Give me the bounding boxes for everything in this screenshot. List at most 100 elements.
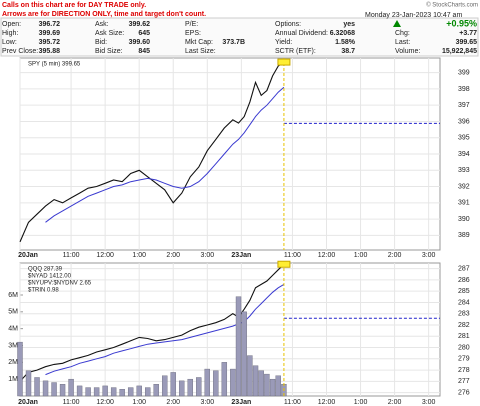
quote-value: 645 (138, 30, 150, 37)
quote-label: Prev Close: (2, 48, 38, 55)
date: Monday 23-Jan-2023 10:47 am (365, 12, 462, 19)
quote-label: Bid Size: (95, 48, 123, 55)
volume-bar (170, 372, 176, 397)
x-tick-label: 12:00 (96, 252, 114, 259)
quote-label: Bid: (95, 39, 107, 46)
y-tick-label: 280 (458, 344, 470, 351)
quote-label: Ask Size: (95, 30, 124, 37)
x-tick-label: 1:00 (132, 252, 146, 259)
quote-label: Ask: (95, 21, 109, 28)
y-tick-label: 397 (458, 102, 470, 109)
x-tick-label: 2:00 (166, 252, 180, 259)
last-price-marker (277, 58, 291, 66)
x-tick-label: 3:00 (422, 399, 436, 406)
x-tick-label: 1:00 (354, 399, 368, 406)
x-tick-label: 12:00 (318, 399, 336, 406)
quote-value: 38.7 (341, 48, 355, 55)
volume-bar (196, 377, 202, 397)
price-line (19, 61, 285, 243)
x-tick-label: 2:00 (166, 399, 180, 406)
x-tick-label: 11:00 (284, 399, 301, 406)
legend-entry: $TRIN 0.98 (28, 288, 59, 294)
y-tick-label: 276 (458, 389, 470, 396)
quote-label: Open: (2, 21, 21, 28)
quote-value: 399.69 (39, 30, 61, 37)
legend-entry: QQQ 287.39 (28, 267, 63, 273)
quote-value: 6.32068 (330, 30, 355, 37)
y-tick-label: 283 (458, 311, 470, 318)
volume-bar (127, 387, 134, 397)
y-tick-label: 279 (458, 356, 470, 363)
y-tick-label: 278 (458, 367, 470, 374)
volume-bar (136, 385, 142, 397)
quote-value: +0.95% (446, 18, 477, 28)
y-tick-label: 286 (458, 277, 470, 284)
y2-tick-label: 2M (8, 359, 18, 366)
quote-value: 845 (138, 48, 150, 55)
quote-value: 1.58% (335, 39, 356, 46)
volume-bar (85, 387, 91, 397)
quote-value: +3.77 (459, 30, 477, 37)
y-tick-label: 285 (458, 288, 470, 295)
note: Arrows are for DIRECTION ONLY, time and … (2, 11, 206, 18)
volume-bar (59, 384, 66, 397)
moving-average (45, 86, 285, 223)
volume-bar (51, 382, 57, 397)
y-tick-label: 395 (458, 135, 470, 142)
volume-bar (179, 380, 185, 397)
x-tick-label: 23Jan (231, 252, 251, 259)
y-tick-label: 394 (458, 151, 470, 158)
price-line (19, 263, 285, 382)
quote-label: High: (2, 30, 18, 37)
quote-value: 399.60 (129, 39, 151, 46)
quote-value: 395.88 (39, 48, 61, 55)
x-tick-label: 11:00 (63, 252, 80, 259)
volume-bar (93, 387, 100, 397)
x-tick-label: 3:00 (422, 252, 436, 259)
volume-bar (230, 368, 236, 397)
volume-bar (153, 384, 159, 397)
x-tick-label: 1:00 (354, 252, 368, 259)
quote-value: 395.72 (39, 39, 61, 46)
legend-entry: SPY (5 min) 399.65 (28, 62, 81, 68)
quote-value: 396.72 (39, 21, 61, 28)
quote-label: Annual Dividend: (275, 30, 328, 37)
x-tick-label: 12:00 (96, 399, 114, 406)
y-tick-label: 392 (458, 183, 470, 190)
brand: © StockCharts.com (426, 2, 478, 9)
volume-bar (213, 370, 219, 397)
volume-bar (275, 375, 281, 397)
volume-bar (252, 365, 259, 397)
moving-average (45, 283, 285, 376)
x-tick-label: 11:00 (63, 399, 80, 406)
y-tick-label: 389 (458, 232, 470, 239)
y2-tick-label: 4M (8, 326, 18, 333)
volume-bar (241, 311, 247, 397)
volume-bar (17, 341, 23, 397)
quote-label: Mkt Cap: (185, 39, 213, 46)
quote-label: SCTR (ETF): (275, 48, 316, 55)
volume-bar (34, 377, 40, 397)
y-tick-label: 277 (458, 378, 470, 385)
last-price-marker (277, 260, 291, 268)
volume-bar (25, 370, 32, 397)
x-tick-label: 23Jan (231, 399, 251, 406)
quote-label: Options: (275, 21, 301, 28)
y2-tick-label: 5M (8, 309, 18, 316)
quote-label: Last Size: (185, 48, 216, 55)
y-tick-label: 398 (458, 86, 470, 93)
x-tick-label: 3:00 (200, 399, 214, 406)
volume-bar (235, 296, 242, 397)
quote-label: Chg: (395, 30, 410, 37)
up-arrow (393, 20, 401, 27)
y-tick-label: 284 (458, 299, 470, 306)
volume-bar (204, 368, 210, 397)
volume-bar (119, 389, 125, 397)
volume-bar (110, 387, 117, 397)
x-tick-label: 11:00 (284, 252, 301, 259)
volume-bar (68, 378, 74, 397)
quote-value: 399.65 (456, 39, 478, 46)
y2-tick-label: 3M (8, 342, 18, 349)
quote-label: Low: (2, 39, 17, 46)
